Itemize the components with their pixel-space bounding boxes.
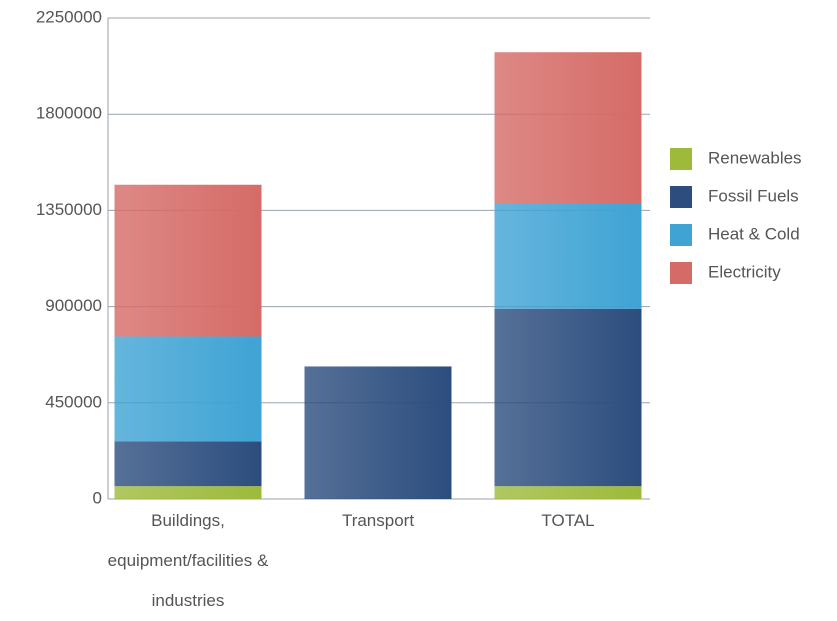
x-tick-label: Buildings, equipment/facilities & indust… <box>107 511 269 610</box>
y-tick-label: 1350000 <box>36 200 102 219</box>
legend-label: Renewables <box>708 148 802 167</box>
legend-label: Heat & Cold <box>708 224 800 243</box>
x-tick-label: TOTAL <box>541 511 595 530</box>
bar-segment <box>114 336 262 442</box>
y-tick-label: 1800000 <box>36 104 102 123</box>
y-tick-label: 0 <box>93 488 102 507</box>
bar-segment <box>304 366 452 499</box>
y-tick-label: 900000 <box>45 296 102 315</box>
y-tick-label: 450000 <box>45 392 102 411</box>
x-tick-label: Transport <box>341 511 415 530</box>
legend-swatch <box>670 148 692 170</box>
bar-segment <box>494 486 642 499</box>
bar-segment <box>114 441 262 487</box>
legend-label: Electricity <box>708 262 781 281</box>
legend-swatch <box>670 262 692 284</box>
y-tick-label: 2250000 <box>36 7 102 26</box>
legend-swatch <box>670 224 692 246</box>
bar-segment <box>494 52 642 204</box>
bar-segment <box>494 308 642 487</box>
bar-segment <box>494 203 642 309</box>
legend-swatch <box>670 186 692 208</box>
bar-segment <box>114 486 262 499</box>
bar-segment <box>114 184 262 337</box>
legend-label: Fossil Fuels <box>708 186 799 205</box>
